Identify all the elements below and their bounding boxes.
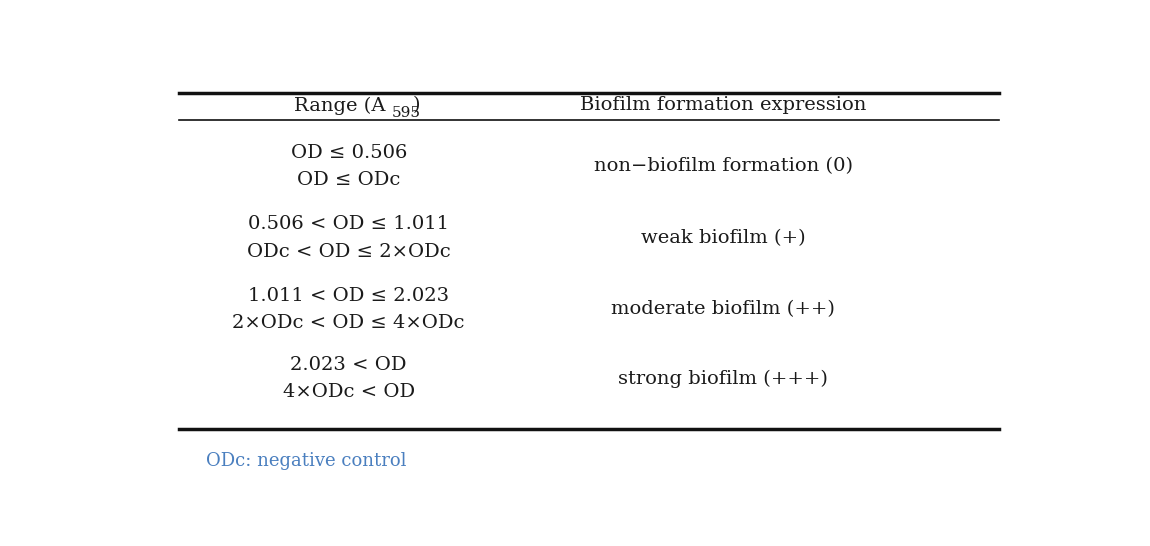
Text: ODc < OD ≤ 2×ODc: ODc < OD ≤ 2×ODc (247, 242, 451, 260)
Text: Range (A: Range (A (294, 96, 385, 115)
Text: weak biofilm (+): weak biofilm (+) (641, 229, 805, 247)
Text: 2.023 < OD: 2.023 < OD (291, 356, 407, 374)
Text: 4×ODc < OD: 4×ODc < OD (283, 383, 415, 401)
Text: 0.506 < OD ≤ 1.011: 0.506 < OD ≤ 1.011 (248, 215, 450, 233)
Text: OD ≤ ODc: OD ≤ ODc (297, 171, 400, 189)
Text: ): ) (413, 97, 421, 115)
Text: non−biofilm formation (0): non−biofilm formation (0) (593, 157, 852, 175)
Text: 595: 595 (391, 106, 421, 120)
Text: 1.011 < OD ≤ 2.023: 1.011 < OD ≤ 2.023 (248, 287, 450, 305)
Text: OD ≤ 0.506: OD ≤ 0.506 (291, 144, 407, 162)
Text: 2×ODc < OD ≤ 4×ODc: 2×ODc < OD ≤ 4×ODc (232, 314, 465, 332)
Text: strong biofilm (+++): strong biofilm (+++) (619, 370, 828, 388)
Text: Biofilm formation expression: Biofilm formation expression (580, 97, 866, 115)
Text: moderate biofilm (++): moderate biofilm (++) (611, 300, 835, 318)
Text: ODc: negative control: ODc: negative control (206, 452, 407, 470)
